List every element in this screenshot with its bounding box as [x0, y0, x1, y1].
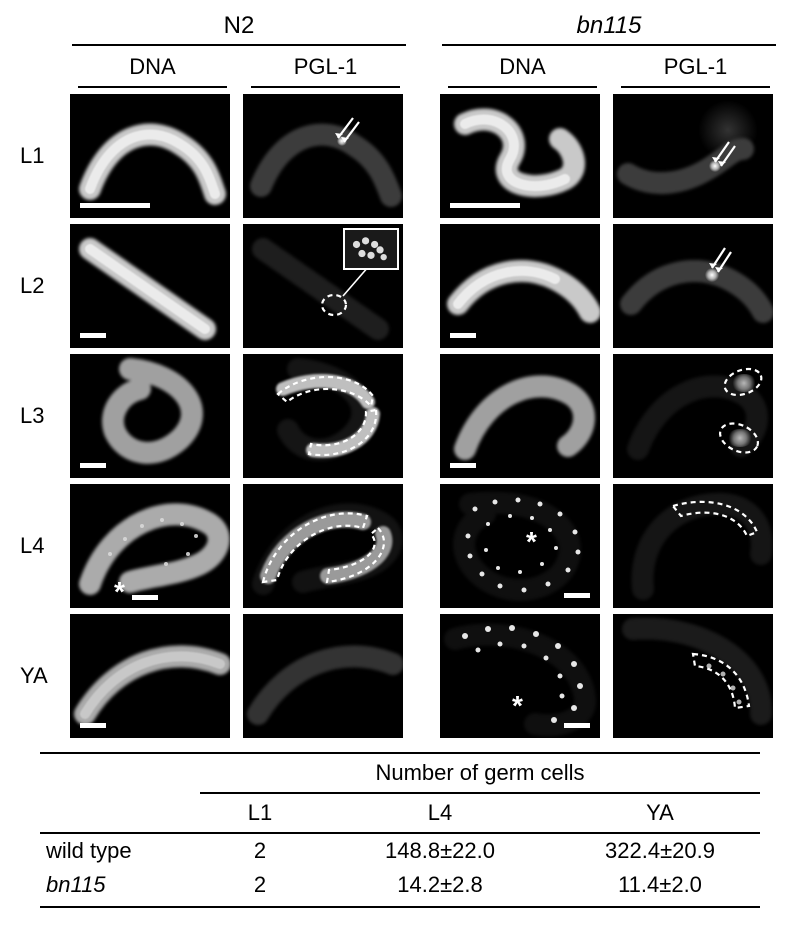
panel-YA-bn-DNA: *: [440, 614, 600, 738]
arrow-icon: [323, 112, 363, 152]
table-row: wild type 2 148.8±22.0 322.4±20.9: [40, 834, 760, 868]
table-cell: 2: [200, 834, 320, 868]
panel-L3-bn-DNA: [440, 354, 600, 478]
rule-left: [72, 44, 406, 46]
dashed-gonad-outline: [613, 484, 773, 608]
panel-YA-N2-DNA: [70, 614, 230, 738]
row-label-L1: L1: [18, 143, 66, 169]
panel-L2-N2-PGL1: [243, 224, 403, 348]
panel-L1-N2-DNA: [70, 94, 230, 218]
dashed-gonad-outline: [243, 354, 403, 478]
genotype-left: N2: [66, 12, 412, 44]
arrow-icon: [699, 244, 739, 284]
table-cell: 11.4±2.0: [560, 868, 760, 902]
row-YA: YA *: [18, 614, 782, 738]
panel-L3-N2-DNA: [70, 354, 230, 478]
row-L1: L1: [18, 94, 782, 218]
scalebar: [132, 595, 158, 600]
genotype-right: bn115: [436, 12, 782, 44]
table-cell: 322.4±20.9: [560, 834, 760, 868]
row-label-YA: YA: [18, 663, 66, 689]
inset-magnification: [343, 228, 399, 270]
stain-pgl1-left: PGL-1: [245, 54, 406, 86]
panel-L3-bn-PGL1: [613, 354, 773, 478]
row-L3: L3: [18, 354, 782, 478]
rule-right: [442, 44, 776, 46]
panel-L4-bn-DNA: *: [440, 484, 600, 608]
dashed-gonad-outline: [243, 484, 403, 608]
scalebar: [80, 463, 106, 468]
panel-L3-N2-PGL1: [243, 354, 403, 478]
table-cell: 148.8±22.0: [320, 834, 560, 868]
arrow-icon: [701, 138, 741, 178]
panel-L4-N2-PGL1: [243, 484, 403, 608]
stain-pgl1-right: PGL-1: [615, 54, 776, 86]
table-col-L1: L1: [200, 794, 320, 832]
stain-dna-left: DNA: [72, 54, 233, 86]
panel-L1-bn-DNA: [440, 94, 600, 218]
table-col-L4: L4: [320, 794, 560, 832]
table-header-row: L1 L4 YA: [40, 794, 760, 834]
panel-YA-bn-PGL1: [613, 614, 773, 738]
panel-L2-bn-PGL1: [613, 224, 773, 348]
scalebar: [564, 593, 590, 598]
row-L4: L4 *: [18, 484, 782, 608]
table-row-label: wild type: [40, 834, 200, 868]
row-label-L4: L4: [18, 533, 66, 559]
table-cell: 2: [200, 868, 320, 902]
scalebar: [564, 723, 590, 728]
row-label-L3: L3: [18, 403, 66, 429]
panel-L4-bn-PGL1: [613, 484, 773, 608]
dashed-oval: [721, 366, 765, 398]
scalebar: [80, 333, 106, 338]
asterisk-marker: *: [114, 578, 125, 606]
table-row-label: bn115: [40, 868, 200, 902]
panel-rows: L1: [18, 94, 782, 738]
panel-L2-N2-DNA: [70, 224, 230, 348]
asterisk-marker: *: [512, 692, 523, 720]
scalebar: [450, 333, 476, 338]
scalebar: [450, 203, 520, 208]
figure-root: N2 bn115 DNA PGL-1 DNA PGL-1 L1: [0, 0, 800, 908]
table-cell: 14.2±2.8: [320, 868, 560, 902]
dashed-oval: [715, 420, 763, 456]
panel-L2-bn-DNA: [440, 224, 600, 348]
scalebar: [80, 203, 150, 208]
panel-L4-N2-DNA: *: [70, 484, 230, 608]
panel-L1-bn-PGL1: [613, 94, 773, 218]
stain-header-row: DNA PGL-1 DNA PGL-1: [18, 54, 782, 94]
stain-dna-right: DNA: [442, 54, 603, 86]
table-title: Number of germ cells: [200, 754, 760, 794]
panel-YA-N2-PGL1: [243, 614, 403, 738]
germ-cell-table: Number of germ cells L1 L4 YA wild type …: [40, 752, 760, 908]
row-L2: L2: [18, 224, 782, 348]
scalebar: [450, 463, 476, 468]
table-row: bn115 2 14.2±2.8 11.4±2.0: [40, 868, 760, 908]
genotype-header-row: N2 bn115: [18, 12, 782, 52]
asterisk-marker: *: [526, 528, 537, 556]
scalebar: [80, 723, 106, 728]
panel-L1-N2-PGL1: [243, 94, 403, 218]
row-label-L2: L2: [18, 273, 66, 299]
table-col-YA: YA: [560, 794, 760, 832]
